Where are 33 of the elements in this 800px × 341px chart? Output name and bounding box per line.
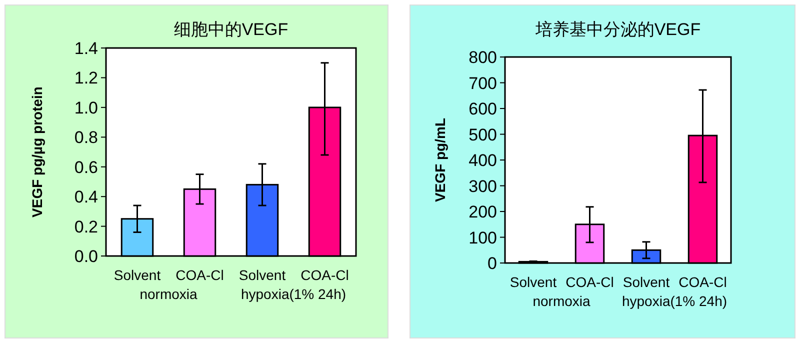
- y-tick-label: 1.2: [74, 68, 98, 88]
- x-tick-label: COA-Cl: [300, 267, 349, 283]
- y-axis-title: VEGF pg/mL: [432, 118, 448, 202]
- y-tick-label: 500: [468, 125, 497, 144]
- y-tick-label: 0: [488, 254, 497, 273]
- y-tick-label: 100: [468, 228, 497, 248]
- y-tick-label: 0.8: [74, 128, 98, 148]
- text: hypoxia(1% 24h): [240, 286, 346, 302]
- y-tick-label: 0.0: [74, 247, 98, 266]
- chart-title: 细胞中的VEGF: [174, 20, 288, 39]
- y-tick-label: 700: [468, 74, 497, 93]
- x-tick-label: COA-Cl: [176, 267, 224, 283]
- y-tick-label: 600: [468, 100, 497, 118]
- y-tick-label: 300: [468, 176, 497, 196]
- x-tick-label: COA-Cl: [678, 274, 727, 290]
- x-tick-label: Solvent: [622, 274, 670, 290]
- y-tick-label: 800: [468, 48, 497, 67]
- y-tick-label: 0.6: [74, 158, 98, 177]
- y-tick-label: 1.0: [74, 98, 98, 118]
- y-tick-label: 0.4: [74, 188, 98, 207]
- text: hypoxia(1% 24h): [622, 293, 728, 309]
- y-tick-label: 400: [468, 151, 497, 170]
- y-tick-label: 1.4: [74, 39, 98, 58]
- x-tick-label: Solvent: [238, 267, 286, 283]
- y-axis-title: VEGF pg/µg protein: [29, 86, 45, 218]
- x-tick-label: Solvent: [510, 274, 557, 290]
- x-tick-label: COA-Cl: [566, 274, 614, 290]
- text: normoxia: [140, 286, 198, 302]
- text: normoxia: [532, 293, 590, 309]
- y-tick-label: 200: [468, 202, 497, 222]
- x-tick-label: Solvent: [114, 267, 161, 283]
- y-tick-label: 0.2: [74, 217, 98, 236]
- chart-title: 培养基中分泌的VEGF: [534, 20, 701, 39]
